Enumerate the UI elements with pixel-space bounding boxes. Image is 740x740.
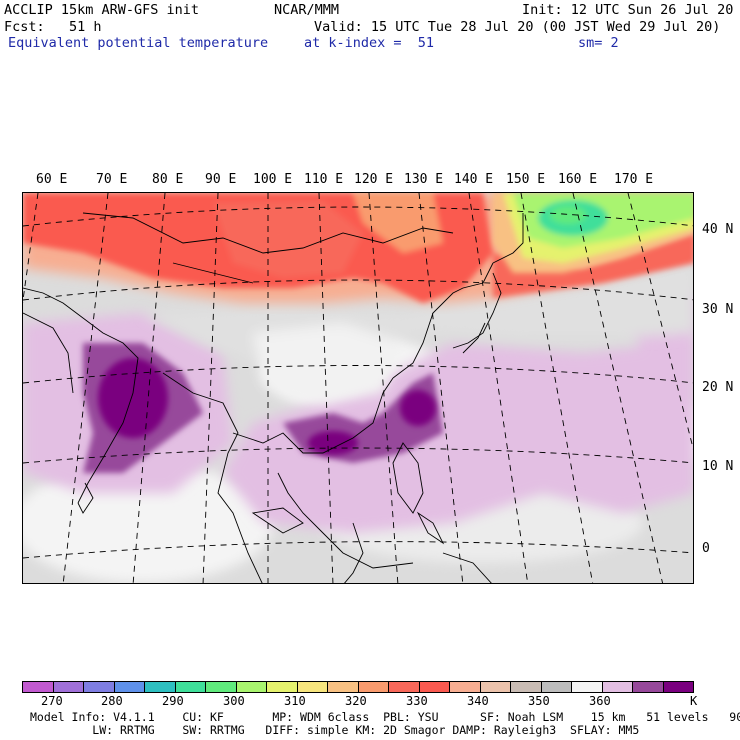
lat-label: 10 N <box>702 459 734 474</box>
colorbar-tick-label: 290 <box>162 694 184 708</box>
theta-e-field <box>23 193 693 583</box>
colorbar-tick-label: 330 <box>406 694 428 708</box>
colorbar-segment <box>418 682 449 692</box>
lon-label: 140 E <box>454 172 494 187</box>
colorbar-segment <box>601 682 632 692</box>
colorbar-segment <box>296 682 327 692</box>
colorbar-segment <box>113 682 144 692</box>
init-time: Init: 12 UTC Sun 26 Jul 20 <box>522 2 734 18</box>
smoothing-label: sm= 2 <box>578 35 619 51</box>
colorbar-tick-label: 270 <box>41 694 63 708</box>
lon-label: 120 E <box>354 172 394 187</box>
colorbar-segment <box>205 682 236 692</box>
lon-label: 150 E <box>506 172 546 187</box>
level-index: at k-index = 51 <box>304 35 435 51</box>
colorbar-segment <box>23 682 53 692</box>
lon-label: 90 E <box>205 172 237 187</box>
colorbar-segment <box>388 682 419 692</box>
colorbar-tick-label: 320 <box>345 694 367 708</box>
colorbar-segment <box>83 682 114 692</box>
colorbar-tick-label: 340 <box>467 694 489 708</box>
agency-label: NCAR/MMM <box>274 2 340 18</box>
colorbar-segment <box>449 682 480 692</box>
colorbar <box>22 681 694 693</box>
colorbar-segment <box>327 682 358 692</box>
colorbar-tick-label: 360 <box>589 694 611 708</box>
colorbar-segment <box>266 682 297 692</box>
model-info-line2: LW: RRTMG SW: RRTMG DIFF: simple KM: 2D … <box>30 723 640 737</box>
lat-label: 40 N <box>702 222 734 237</box>
colorbar-segment <box>144 682 175 692</box>
lat-label: 20 N <box>702 380 734 395</box>
model-info-line1: Model Info: V4.1.1 CU: KF MP: WDM 6class… <box>30 710 740 724</box>
colorbar-segment <box>479 682 510 692</box>
lon-label: 170 E <box>614 172 654 187</box>
lon-label: 70 E <box>96 172 128 187</box>
colorbar-tick-label: 280 <box>101 694 123 708</box>
lat-label: 0 <box>702 541 710 556</box>
colorbar-tick-label: 350 <box>528 694 550 708</box>
lon-label: 100 E <box>253 172 293 187</box>
colorbar-segment <box>540 682 571 692</box>
colorbar-tick-label: 300 <box>223 694 245 708</box>
colorbar-segment <box>174 682 205 692</box>
lat-label: 30 N <box>702 302 734 317</box>
colorbar-tick-label: 310 <box>284 694 306 708</box>
colorbar-segment <box>510 682 541 692</box>
colorbar-segment <box>357 682 388 692</box>
coastlines <box>23 212 524 583</box>
forecast-hour: Fcst: 51 h <box>4 19 102 35</box>
colorbar-segment <box>662 682 693 692</box>
lon-label: 160 E <box>558 172 598 187</box>
colorbar-unit: K <box>690 694 698 708</box>
colorbar-segment <box>52 682 83 692</box>
map-panel[interactable] <box>22 192 694 584</box>
lon-label: 60 E <box>36 172 68 187</box>
lon-label: 110 E <box>304 172 344 187</box>
colorbar-segment <box>235 682 266 692</box>
colorbar-segment <box>632 682 663 692</box>
lon-label: 130 E <box>404 172 444 187</box>
colorbar-segment <box>571 682 602 692</box>
model-title: ACCLIP 15km ARW-GFS init <box>4 2 200 18</box>
valid-time: Valid: 15 UTC Tue 28 Jul 20 (00 JST Wed … <box>314 19 721 35</box>
lon-label: 80 E <box>152 172 184 187</box>
field-name: Equivalent potential temperature <box>8 35 269 51</box>
